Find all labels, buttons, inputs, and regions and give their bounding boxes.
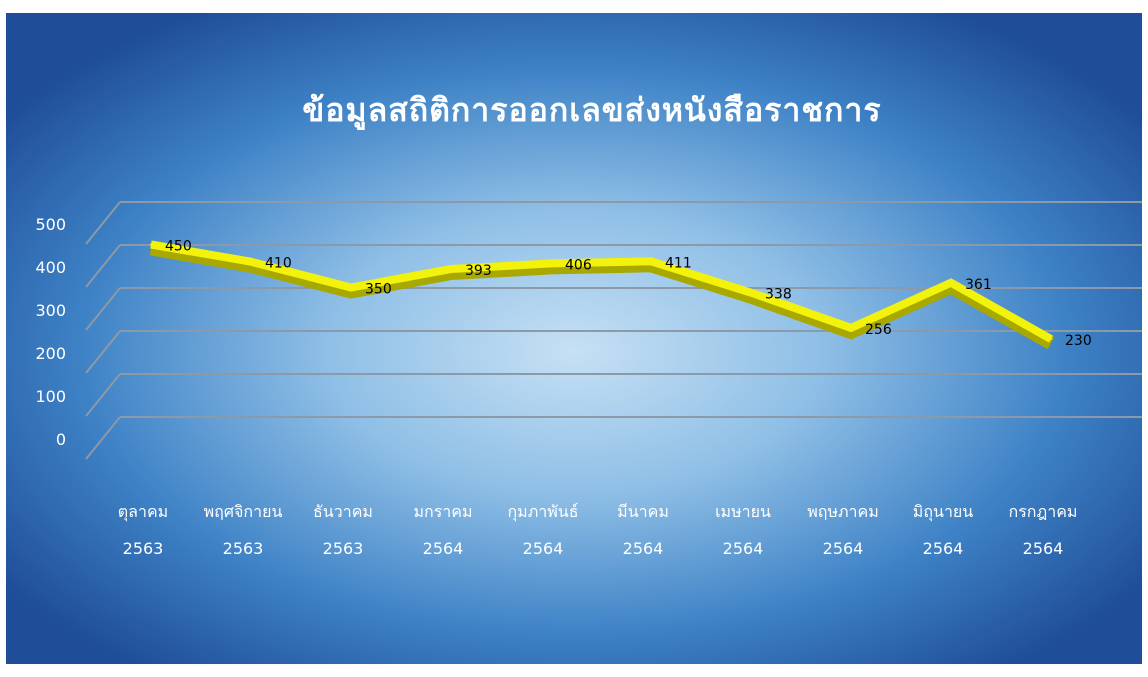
x-tick-label-year: 2564 bbox=[823, 539, 864, 558]
chart-background bbox=[6, 13, 1142, 664]
data-point bbox=[650, 260, 652, 263]
gridline-front bbox=[85, 244, 121, 288]
x-tick-label-month: กุมภาพันธ์ bbox=[507, 502, 578, 522]
data-point bbox=[450, 268, 452, 271]
x-axis-ticks: ตุลาคม 2563 พฤศจิกายน 2563 ธันวาคม 2563 มกราคม… bbox=[118, 502, 1078, 558]
x-tick-label-year: 2564 bbox=[723, 539, 764, 558]
series-line bbox=[149, 240, 1055, 350]
gridline-front bbox=[85, 330, 121, 374]
data-point bbox=[250, 260, 252, 263]
y-tick-label: 400 bbox=[35, 258, 66, 277]
data-label: 393 bbox=[465, 263, 492, 279]
data-label: 256 bbox=[865, 322, 892, 338]
data-label: 411 bbox=[665, 255, 692, 271]
data-point bbox=[150, 243, 152, 246]
y-tick-label: 300 bbox=[35, 301, 66, 320]
chart-frame: ข้อมูลสถิติการออกเลขส่งหนังสือราชการ 0 10… bbox=[6, 13, 1142, 664]
data-point bbox=[1050, 338, 1052, 341]
gridline-front bbox=[85, 416, 121, 460]
chart-title: ข้อมูลสถิติการออกเลขส่งหนังสือราชการ bbox=[302, 91, 881, 131]
x-tick-label-month: พฤศจิกายน bbox=[204, 502, 283, 521]
data-point bbox=[750, 291, 752, 294]
x-tick-label-year: 2564 bbox=[523, 539, 564, 558]
data-label: 361 bbox=[965, 277, 992, 293]
y-tick-label: 100 bbox=[35, 387, 66, 406]
gridline-front bbox=[85, 287, 121, 331]
y-axis-ticks: 0 100 200 300 400 500 bbox=[35, 215, 66, 449]
gridline-front bbox=[85, 373, 121, 417]
series-line-main bbox=[150, 240, 1053, 343]
x-tick-label-month: กรกฎาคม bbox=[1009, 502, 1078, 521]
data-point bbox=[550, 262, 552, 265]
data-label: 410 bbox=[265, 256, 292, 272]
y-tick-label: 0 bbox=[56, 430, 66, 449]
line-chart: ข้อมูลสถิติการออกเลขส่งหนังสือราชการ 0 10… bbox=[6, 13, 1142, 664]
x-tick-label-year: 2564 bbox=[923, 539, 964, 558]
data-point bbox=[350, 286, 352, 289]
x-tick-label-year: 2564 bbox=[623, 539, 664, 558]
gridline-front bbox=[85, 201, 121, 245]
data-label: 450 bbox=[165, 239, 192, 255]
x-tick-label-month: เมษายน bbox=[715, 502, 771, 521]
x-tick-label-month: พฤษภาคม bbox=[807, 502, 879, 521]
x-tick-label-month: มีนาคม bbox=[617, 502, 669, 521]
x-tick-label-month: ธันวาคม bbox=[313, 502, 373, 521]
data-label: 350 bbox=[365, 282, 392, 298]
data-point bbox=[950, 281, 952, 284]
y-tick-label: 500 bbox=[35, 215, 66, 234]
data-labels: 450 410 350 393 406 411 338 256 361 230 bbox=[165, 239, 1092, 350]
data-label: 230 bbox=[1065, 333, 1092, 349]
x-tick-label-year: 2563 bbox=[223, 539, 264, 558]
x-tick-label-year: 2563 bbox=[123, 539, 164, 558]
x-tick-label-month: ตุลาคม bbox=[118, 502, 168, 522]
x-tick-label-month: มกราคม bbox=[413, 502, 472, 521]
data-label: 406 bbox=[565, 257, 592, 273]
y-tick-label: 200 bbox=[35, 344, 66, 363]
gridlines bbox=[85, 201, 1142, 460]
x-tick-label-month: มิถุนายน bbox=[913, 502, 974, 522]
x-tick-label-year: 2564 bbox=[423, 539, 464, 558]
x-tick-label-year: 2564 bbox=[1023, 539, 1064, 558]
data-point bbox=[850, 326, 852, 329]
data-label: 338 bbox=[765, 287, 792, 303]
x-tick-label-year: 2563 bbox=[323, 539, 364, 558]
